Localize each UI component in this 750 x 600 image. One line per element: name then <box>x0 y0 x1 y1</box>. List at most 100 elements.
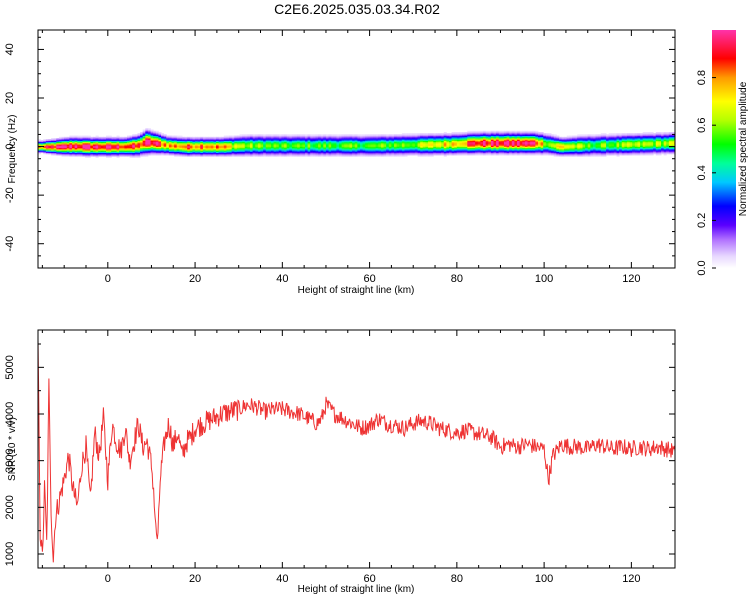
spectrogram-cell <box>367 145 371 147</box>
spectrogram-cell <box>627 147 631 150</box>
spectrogram-cell <box>171 141 175 144</box>
spectrogram-cell <box>564 149 568 151</box>
spectrogram-cell <box>192 140 196 143</box>
spectrogram-cell <box>137 142 141 145</box>
spectrogram-cell <box>483 140 487 143</box>
spectrogram-cell <box>579 136 583 139</box>
spectrogram-cell <box>302 147 306 150</box>
spectrogram-cell <box>218 138 222 140</box>
spectrogram-cell <box>514 133 518 135</box>
spectrogram-cell <box>260 136 264 139</box>
spectrogram-cell <box>540 138 544 140</box>
spectrogram-cell <box>645 150 649 152</box>
spectrogram-cell <box>566 146 570 149</box>
spectrogram-cell <box>145 139 149 141</box>
spectrogram-cell <box>218 153 222 156</box>
spectrogram-cell <box>501 147 505 150</box>
spectrogram-cell <box>603 138 607 140</box>
spectrogram-cell <box>48 151 52 154</box>
spectrogram-cell <box>595 150 599 152</box>
spectrogram-cell <box>163 140 167 143</box>
spectrogram-cell <box>210 152 214 155</box>
spectrogram-cell <box>174 140 178 143</box>
spectrogram-cell <box>543 141 547 144</box>
spectrogram-cell <box>100 149 104 151</box>
spectrogram-cell <box>409 142 413 145</box>
spectrogram-cell <box>318 150 322 152</box>
spectrogram-cell <box>634 152 638 155</box>
spectrogram-cell <box>64 149 68 151</box>
spectrogram-cell <box>132 156 136 158</box>
spectrogram-cell <box>477 140 481 143</box>
spectrogram-cell <box>430 145 434 147</box>
spectrogram-cell <box>294 136 298 139</box>
spectrogram-cell <box>247 135 251 138</box>
spectrogram-cell <box>257 147 261 150</box>
spectrogram-cell <box>195 147 199 150</box>
spectrogram-cell <box>391 135 395 138</box>
spectrogram-cell <box>53 141 57 144</box>
spectrogram-cell <box>417 146 421 149</box>
spectrogram-cell <box>590 138 594 140</box>
spectrogram-cell <box>341 146 345 149</box>
spectrogram-cell <box>90 138 94 140</box>
spectrogram-cell <box>51 153 55 156</box>
spectrogram-cell <box>263 145 267 147</box>
spectrogram-cell <box>242 147 246 150</box>
spectrogram-cell <box>443 142 447 145</box>
spectrogram-cell <box>48 144 52 146</box>
spectrogram-cell <box>420 133 424 135</box>
spectrogram-cell <box>459 139 463 141</box>
spectrogram-cell <box>66 141 70 144</box>
spectrogram-cell <box>428 145 432 147</box>
spectrogram-cell <box>501 141 505 144</box>
spectrogram-cell <box>425 141 429 144</box>
spectrogram-cell <box>375 135 379 138</box>
spectrogram-cell <box>100 140 104 143</box>
spectrogram-cell <box>490 139 494 141</box>
spectrogram-cell <box>480 136 484 139</box>
spectrogram-cell <box>302 145 306 147</box>
spectrogram-cell <box>108 135 112 138</box>
spectrogram-cell <box>244 140 248 143</box>
spectrogram-cell <box>587 150 591 152</box>
spectrogram-cell <box>90 145 94 147</box>
spectrogram-cell <box>161 146 165 149</box>
spectrogram-cell <box>629 141 633 144</box>
spectrogram-cell <box>658 150 662 152</box>
spectrogram-cell <box>365 141 369 144</box>
spectrogram-cell <box>650 139 654 141</box>
spectrogram-cell <box>506 139 510 141</box>
spectrogram-cell <box>273 142 277 145</box>
spectrogram-cell <box>407 134 411 137</box>
spectrogram-cell <box>359 139 364 141</box>
spectrogram-cell <box>239 141 243 144</box>
spectrogram-cell <box>278 139 282 141</box>
spectrogram-cell <box>530 150 534 152</box>
spectrogram-cell <box>119 139 123 141</box>
spectrogram-cell <box>572 135 576 138</box>
spectrogram-cell <box>223 152 227 155</box>
spectrogram-cell <box>132 141 136 144</box>
spectrogram-cell <box>79 153 83 156</box>
spectrogram-cell <box>121 144 125 146</box>
spectrogram-cell <box>548 150 552 152</box>
spectrogram-cell <box>208 140 212 143</box>
spectrogram-cell <box>333 155 337 157</box>
spectrogram-cell <box>145 136 149 139</box>
spectrogram-cell <box>582 146 586 149</box>
spectrogram-cell <box>435 144 439 146</box>
spectrogram-cell <box>142 129 146 132</box>
colorbar-tick-label: 0.2 <box>696 213 708 228</box>
spectrogram-cell <box>297 140 301 143</box>
spectrogram-cell <box>103 152 107 155</box>
spectrogram-cell <box>585 152 589 155</box>
spectrogram-cell <box>642 135 646 138</box>
spectrogram-cell <box>320 142 324 145</box>
spectrogram-cell <box>451 134 455 137</box>
spectrogram-cell <box>268 144 272 146</box>
spectrogram-cell <box>127 139 131 141</box>
spectrogram-cell <box>325 145 329 147</box>
spectrogram-cell <box>388 150 392 152</box>
spectrogram-cell <box>661 134 665 137</box>
